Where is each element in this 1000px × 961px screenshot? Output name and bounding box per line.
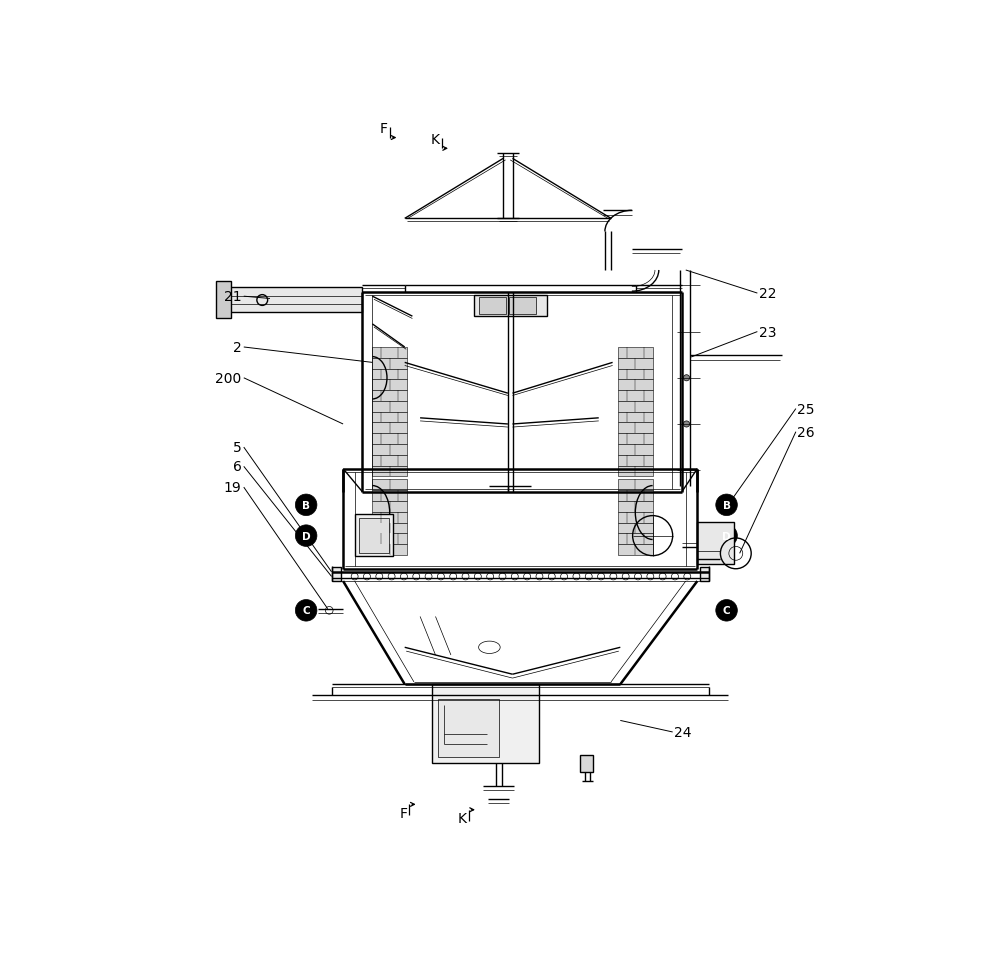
Bar bbox=[372, 423, 407, 433]
Text: C: C bbox=[302, 605, 310, 616]
Bar bbox=[372, 466, 407, 477]
Bar bbox=[474, 295, 547, 317]
Bar bbox=[618, 480, 653, 491]
Circle shape bbox=[295, 495, 317, 516]
Bar bbox=[618, 466, 653, 477]
Bar bbox=[372, 502, 407, 512]
Text: 26: 26 bbox=[797, 425, 815, 439]
Text: 2: 2 bbox=[233, 340, 241, 355]
Bar bbox=[372, 445, 407, 456]
Bar bbox=[618, 391, 653, 402]
Text: F: F bbox=[380, 122, 388, 136]
Bar bbox=[618, 445, 653, 456]
Circle shape bbox=[295, 600, 317, 622]
Text: D: D bbox=[302, 531, 310, 541]
Circle shape bbox=[295, 526, 317, 547]
Bar bbox=[618, 369, 653, 380]
Bar bbox=[372, 456, 407, 466]
Bar bbox=[372, 480, 407, 491]
Bar bbox=[618, 380, 653, 391]
Text: D: D bbox=[722, 531, 731, 541]
Bar bbox=[509, 298, 536, 314]
Bar bbox=[479, 298, 506, 314]
Text: B: B bbox=[723, 501, 731, 510]
Circle shape bbox=[716, 600, 737, 622]
Bar bbox=[372, 433, 407, 445]
Text: F: F bbox=[399, 806, 407, 820]
Bar bbox=[372, 369, 407, 380]
Bar bbox=[372, 391, 407, 402]
Bar bbox=[372, 402, 407, 412]
Text: 19: 19 bbox=[224, 480, 241, 495]
Bar bbox=[618, 512, 653, 523]
Circle shape bbox=[683, 422, 690, 428]
Text: 25: 25 bbox=[797, 402, 815, 416]
Bar bbox=[618, 402, 653, 412]
Text: 6: 6 bbox=[233, 460, 241, 474]
Bar bbox=[618, 456, 653, 466]
Bar bbox=[618, 533, 653, 545]
Bar bbox=[372, 523, 407, 533]
Bar bbox=[372, 358, 407, 369]
Bar bbox=[618, 502, 653, 512]
Text: K: K bbox=[431, 133, 440, 147]
Bar bbox=[355, 514, 393, 556]
Bar bbox=[216, 282, 231, 318]
Text: C: C bbox=[723, 605, 730, 616]
Bar bbox=[618, 433, 653, 445]
Bar bbox=[697, 522, 734, 564]
Bar bbox=[358, 518, 389, 553]
Bar bbox=[332, 568, 341, 581]
Bar bbox=[372, 491, 407, 502]
Text: 200: 200 bbox=[215, 371, 241, 385]
Bar bbox=[618, 523, 653, 533]
Bar bbox=[228, 287, 362, 312]
Text: 23: 23 bbox=[759, 325, 776, 339]
Bar bbox=[372, 512, 407, 523]
Bar bbox=[432, 684, 539, 763]
Bar bbox=[618, 545, 653, 555]
Bar bbox=[618, 412, 653, 423]
Bar bbox=[580, 755, 593, 773]
Text: 24: 24 bbox=[674, 726, 692, 739]
Text: B: B bbox=[302, 501, 310, 510]
Circle shape bbox=[716, 495, 737, 516]
Bar bbox=[372, 348, 407, 358]
Bar bbox=[618, 423, 653, 433]
Bar bbox=[700, 568, 709, 581]
Text: 5: 5 bbox=[233, 441, 241, 455]
Bar bbox=[618, 348, 653, 358]
Bar bbox=[372, 533, 407, 545]
Text: K: K bbox=[458, 811, 467, 825]
Bar bbox=[618, 358, 653, 369]
Circle shape bbox=[716, 526, 737, 547]
Text: 22: 22 bbox=[759, 286, 776, 301]
Bar bbox=[618, 491, 653, 502]
Bar bbox=[372, 545, 407, 555]
Bar bbox=[372, 380, 407, 391]
Circle shape bbox=[683, 376, 690, 382]
Bar bbox=[438, 700, 499, 757]
Text: 21: 21 bbox=[224, 290, 241, 304]
Bar bbox=[372, 412, 407, 423]
